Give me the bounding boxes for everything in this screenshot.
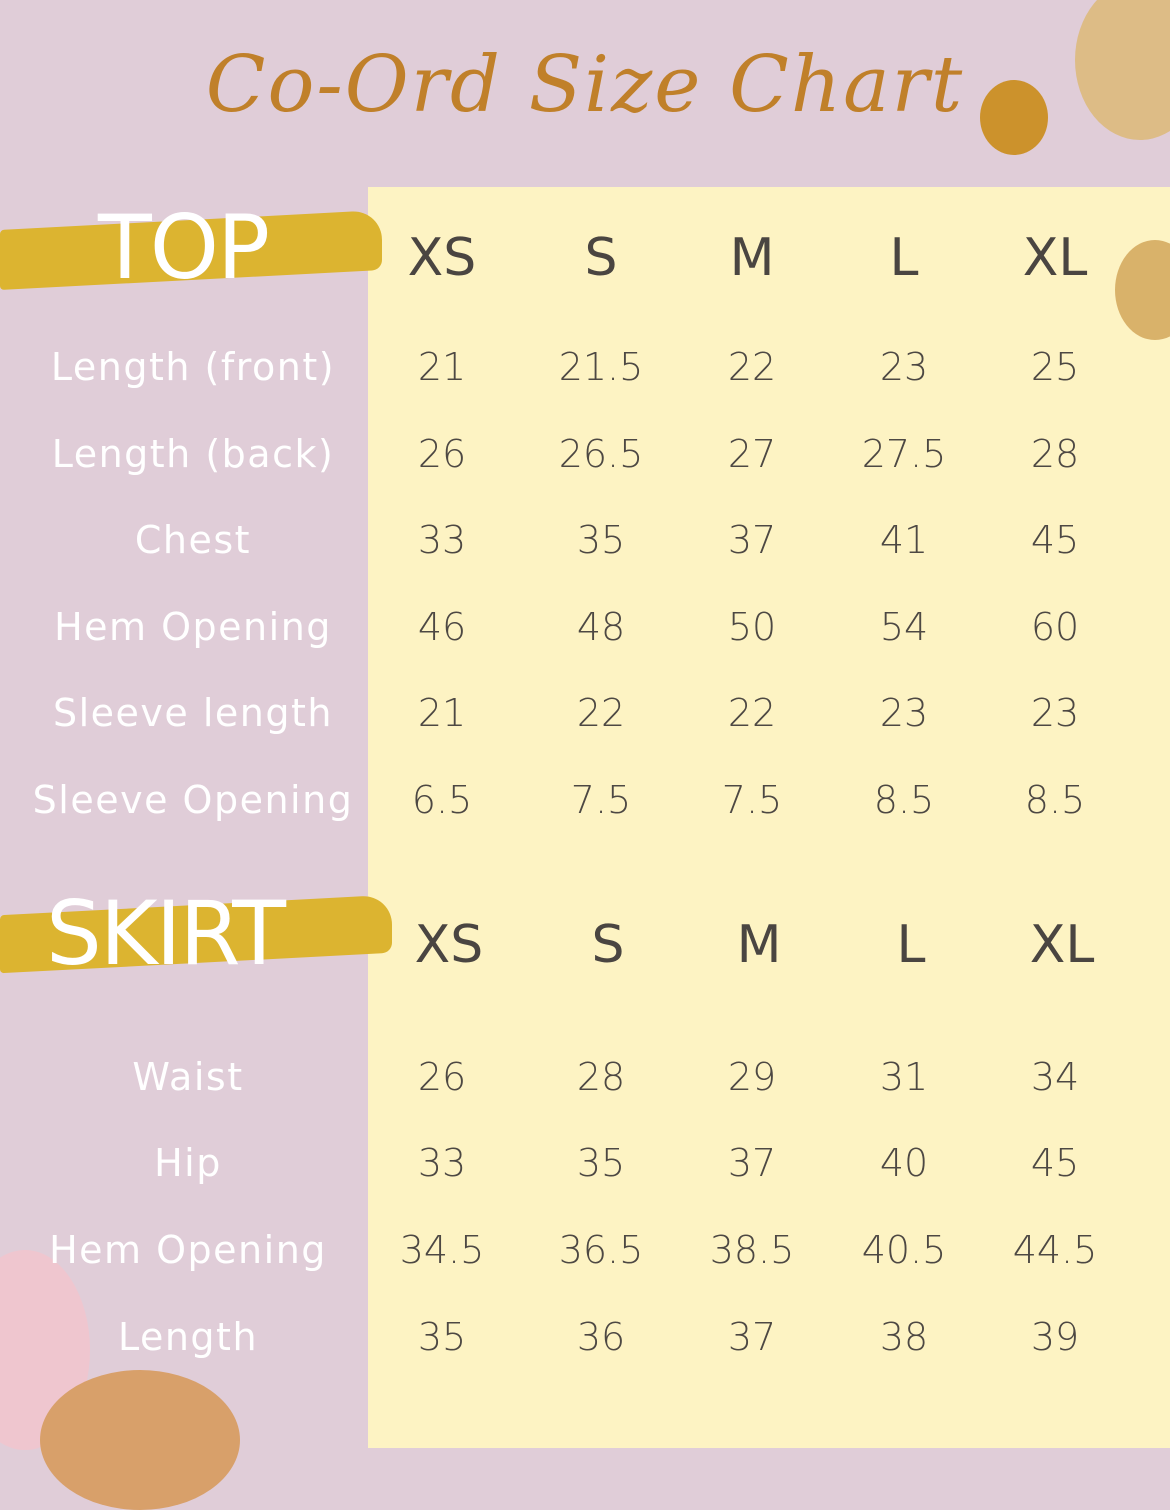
top-size-header: XL <box>1022 228 1088 288</box>
top-cell: 6.5 <box>411 778 473 822</box>
top-heading: TOP <box>98 196 270 299</box>
watercolor-stain-bottom-left <box>40 1370 240 1510</box>
skirt-cell: 26 <box>417 1055 467 1099</box>
skirt-cell: 37 <box>727 1141 777 1185</box>
top-size-header: M <box>729 228 775 288</box>
skirt-size-header: S <box>591 915 625 975</box>
top-cell: 21 <box>417 345 467 389</box>
top-cell: 54 <box>879 605 929 649</box>
top-size-header: S <box>584 228 618 288</box>
top-cell: 33 <box>417 518 467 562</box>
skirt-cell: 40.5 <box>861 1228 947 1272</box>
skirt-cell: 36 <box>576 1315 626 1359</box>
skirt-cell: 39 <box>1030 1315 1080 1359</box>
top-cell: 35 <box>576 518 626 562</box>
top-cell: 48 <box>576 605 626 649</box>
top-row-label: Chest <box>134 518 252 562</box>
top-cell: 23 <box>1030 691 1080 735</box>
top-row-label: Length (back) <box>51 432 335 476</box>
top-cell: 23 <box>879 691 929 735</box>
top-cell: 50 <box>727 605 777 649</box>
skirt-cell: 35 <box>417 1315 467 1359</box>
skirt-cell: 28 <box>576 1055 626 1099</box>
skirt-cell: 44.5 <box>1012 1228 1098 1272</box>
skirt-row-label: Waist <box>132 1055 244 1099</box>
skirt-cell: 33 <box>417 1141 467 1185</box>
top-cell: 41 <box>879 518 929 562</box>
top-cell: 25 <box>1030 345 1080 389</box>
skirt-cell: 34 <box>1030 1055 1080 1099</box>
top-cell: 8.5 <box>1024 778 1086 822</box>
top-cell: 27.5 <box>861 432 947 476</box>
top-cell: 8.5 <box>873 778 935 822</box>
top-cell: 46 <box>417 605 467 649</box>
top-cell: 37 <box>727 518 777 562</box>
top-row-label: Hem Opening <box>54 605 332 649</box>
top-cell: 26 <box>417 432 467 476</box>
skirt-size-header: L <box>896 915 926 975</box>
top-cell: 21 <box>417 691 467 735</box>
skirt-cell: 37 <box>727 1315 777 1359</box>
top-cell: 28 <box>1030 432 1080 476</box>
skirt-cell: 36.5 <box>558 1228 644 1272</box>
top-cell: 22 <box>727 345 777 389</box>
top-size-header: XS <box>407 228 477 288</box>
skirt-heading: SKIRT <box>46 882 286 985</box>
top-row-label: Length (front) <box>50 345 336 389</box>
skirt-row-label: Hem Opening <box>49 1228 327 1272</box>
skirt-cell: 35 <box>576 1141 626 1185</box>
skirt-cell: 40 <box>879 1141 929 1185</box>
top-cell: 21.5 <box>558 345 644 389</box>
top-cell: 23 <box>879 345 929 389</box>
skirt-size-header: M <box>736 915 782 975</box>
skirt-cell: 31 <box>879 1055 929 1099</box>
size-table-panel <box>368 187 1170 1448</box>
skirt-row-label: Length <box>117 1315 259 1359</box>
top-cell: 27 <box>727 432 777 476</box>
skirt-row-label: Hip <box>154 1141 222 1185</box>
watercolor-dot <box>980 80 1048 155</box>
top-cell: 7.5 <box>721 778 783 822</box>
top-cell: 22 <box>576 691 626 735</box>
skirt-cell: 38.5 <box>709 1228 795 1272</box>
top-cell: 45 <box>1030 518 1080 562</box>
chart-title: Co-Ord Size Chart <box>205 40 965 130</box>
top-size-header: L <box>889 228 919 288</box>
skirt-size-header: XS <box>414 915 484 975</box>
top-row-label: Sleeve Opening <box>32 778 354 822</box>
skirt-cell: 45 <box>1030 1141 1080 1185</box>
top-cell: 7.5 <box>570 778 632 822</box>
top-row-label: Sleeve length <box>52 691 333 735</box>
top-cell: 26.5 <box>558 432 644 476</box>
skirt-cell: 29 <box>727 1055 777 1099</box>
skirt-cell: 38 <box>879 1315 929 1359</box>
skirt-size-header: XL <box>1029 915 1095 975</box>
top-cell: 22 <box>727 691 777 735</box>
skirt-cell: 34.5 <box>399 1228 485 1272</box>
top-cell: 60 <box>1030 605 1080 649</box>
